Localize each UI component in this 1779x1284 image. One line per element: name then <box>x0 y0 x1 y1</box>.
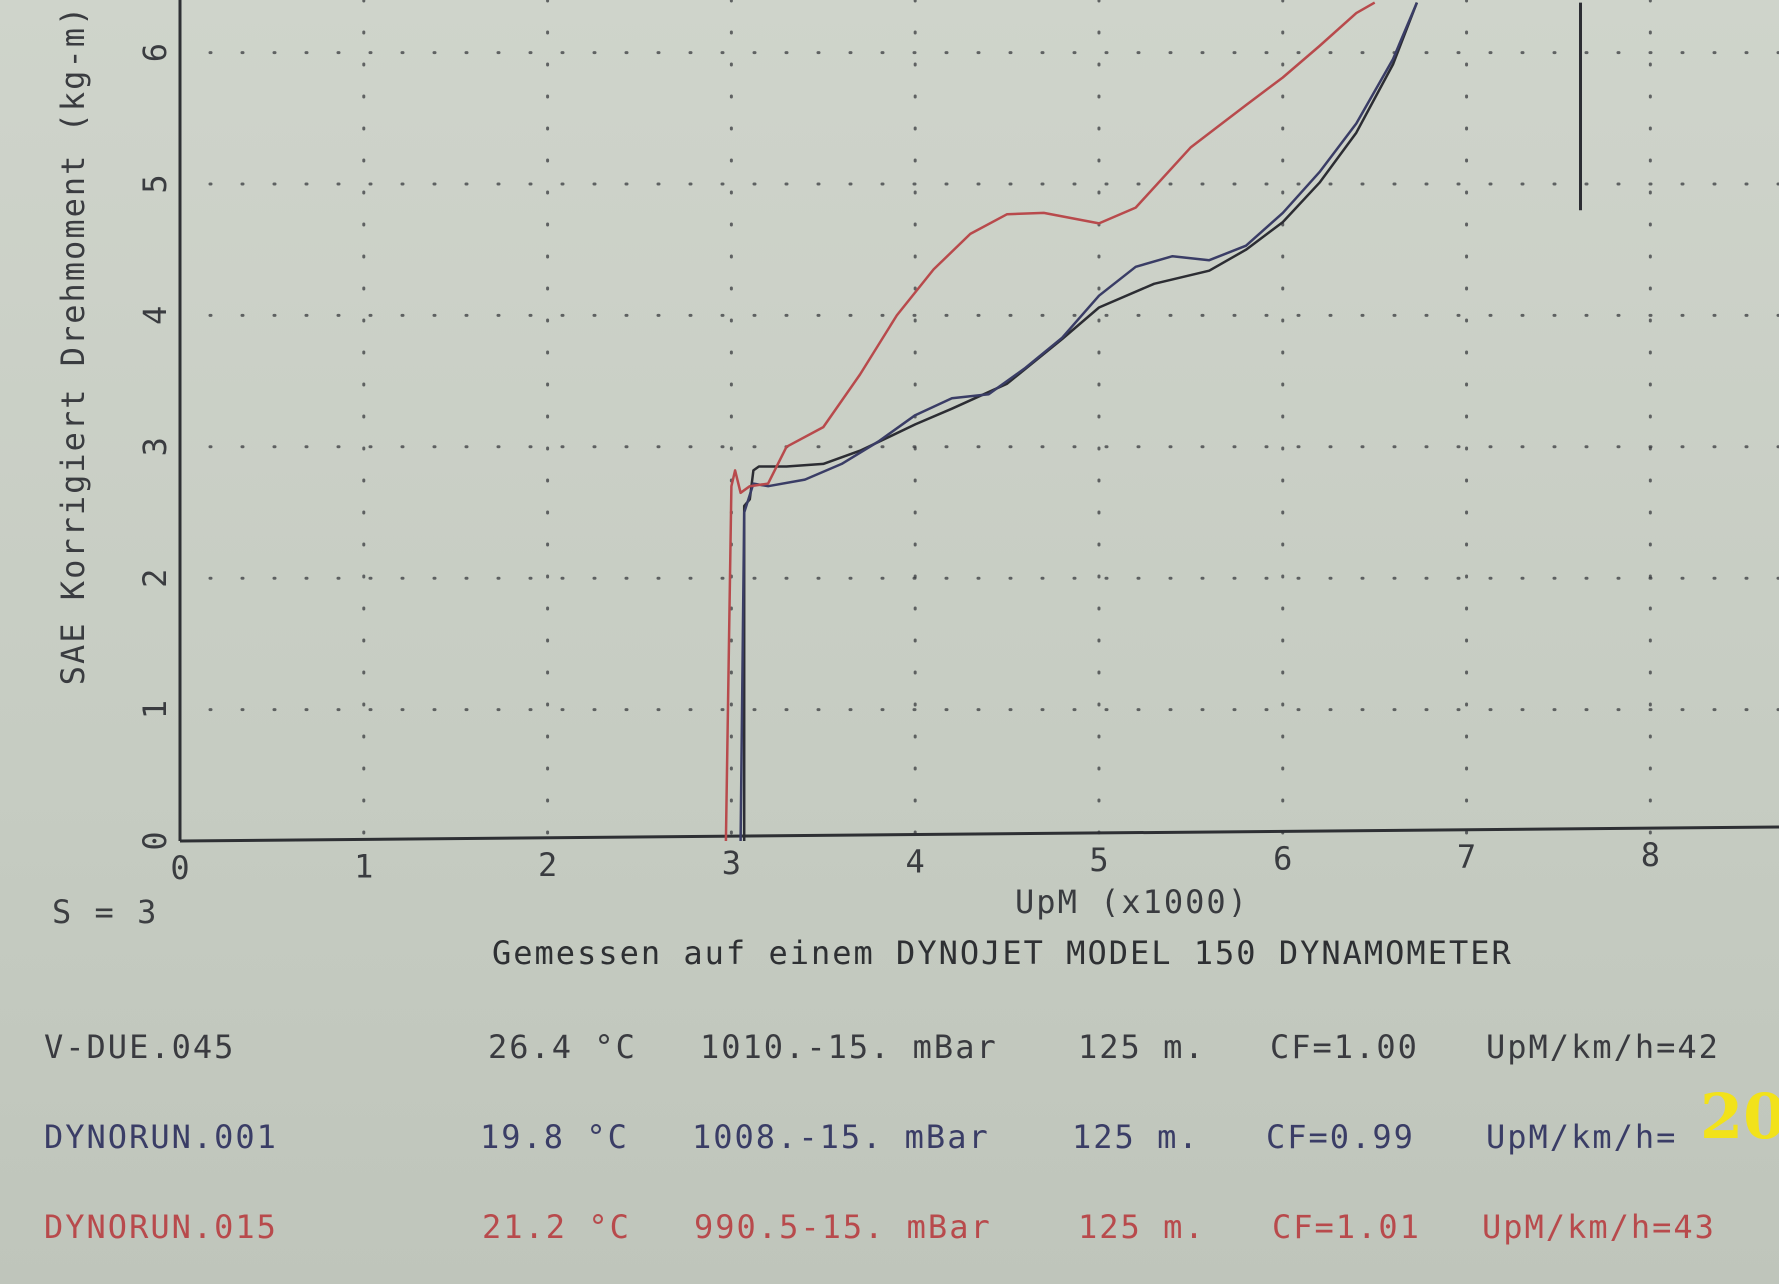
run-pressure: 990.5-15. mBar <box>694 1208 992 1246</box>
y-tick-label: 5 <box>136 174 174 193</box>
series-line <box>739 2 1419 842</box>
x-tick-label: 7 <box>1457 838 1476 876</box>
chart-axes <box>178 0 1779 843</box>
y-tick-label: 0 <box>136 831 174 850</box>
series-line <box>724 1 1376 842</box>
x-tick-label: 4 <box>906 843 925 881</box>
run-ratio: UpM/km/h= <box>1486 1118 1678 1156</box>
x-tick-label: 8 <box>1641 836 1660 874</box>
chart-tick-labels: 0 1 2 3 4 5 6 7 8 0 1 2 3 4 5 6 <box>136 43 1660 887</box>
dynamometer-note: Gemessen auf einem DYNOJET MODEL 150 DYN… <box>492 934 1513 972</box>
y-tick-label: 1 <box>136 700 174 719</box>
run-file: DYNORUN.015 <box>44 1208 278 1246</box>
x-tick-label: 5 <box>1089 841 1108 879</box>
x-tick-label: 6 <box>1273 839 1292 877</box>
run-temp: 26.4 °C <box>488 1028 637 1066</box>
run-altitude: 125 m. <box>1078 1028 1206 1066</box>
y-axis-label: SAE Korrigiert Drehmoment (kg-m) <box>54 5 92 686</box>
run-cf: CF=1.01 <box>1272 1208 1421 1246</box>
x-axis-line <box>179 825 1779 843</box>
x-axis-label: UpM (x1000) <box>1015 883 1249 921</box>
page-number: 20 <box>1700 1080 1779 1153</box>
y-tick-label: 4 <box>136 306 174 325</box>
y-tick-label: 6 <box>136 43 174 62</box>
run-file: V-DUE.045 <box>44 1028 236 1066</box>
x-tick-label: 0 <box>170 849 189 887</box>
run-temp: 21.2 °C <box>482 1208 631 1246</box>
x-tick-label: 1 <box>354 847 373 885</box>
run-altitude: 125 m. <box>1072 1118 1200 1156</box>
run-cf: CF=1.00 <box>1270 1028 1419 1066</box>
run-altitude: 125 m. <box>1078 1208 1206 1246</box>
run-cf: CF=0.99 <box>1266 1118 1415 1156</box>
s-value: S = 3 <box>52 893 159 931</box>
y-tick-label: 3 <box>136 437 174 456</box>
run-ratio: UpM/km/h=42 <box>1486 1028 1720 1066</box>
run-pressure: 1008.-15. mBar <box>692 1118 990 1156</box>
run-ratio: UpM/km/h=43 <box>1482 1208 1716 1246</box>
run-pressure: 1010.-15. mBar <box>700 1028 998 1066</box>
y-tick-label: 2 <box>136 569 174 588</box>
x-tick-label: 2 <box>538 846 557 884</box>
run-file: DYNORUN.001 <box>44 1118 278 1156</box>
run-temp: 19.8 °C <box>480 1118 629 1156</box>
x-tick-label: 3 <box>722 844 741 882</box>
chart-series <box>724 1 1583 842</box>
